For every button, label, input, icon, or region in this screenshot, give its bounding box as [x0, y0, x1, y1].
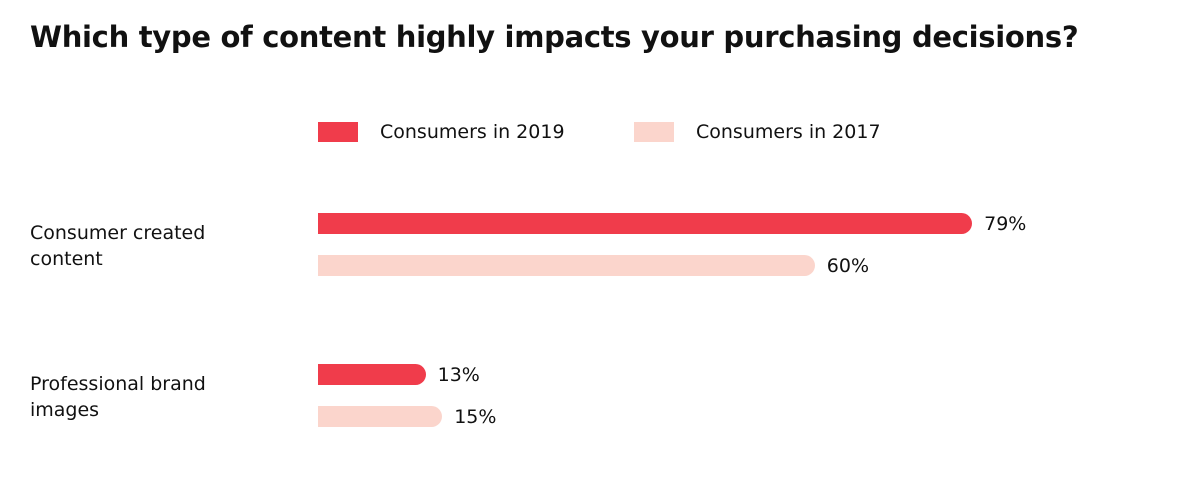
bar	[318, 364, 426, 385]
value-label: 79%	[984, 213, 1027, 235]
bar	[318, 255, 815, 276]
bar	[318, 213, 973, 234]
category-label: Professional brand images	[30, 373, 206, 421]
value-label: 15%	[454, 406, 497, 428]
legend-swatch	[634, 122, 674, 142]
value-label: 13%	[437, 364, 480, 386]
category-label: Consumer created content	[30, 222, 206, 270]
legend-label: Consumers in 2019	[380, 121, 565, 143]
chart-title: Which type of content highly impacts you…	[30, 20, 1079, 54]
legend-label: Consumers in 2017	[696, 121, 881, 143]
value-label: 60%	[826, 255, 870, 277]
legend-swatch	[318, 122, 358, 142]
bar	[318, 406, 443, 427]
